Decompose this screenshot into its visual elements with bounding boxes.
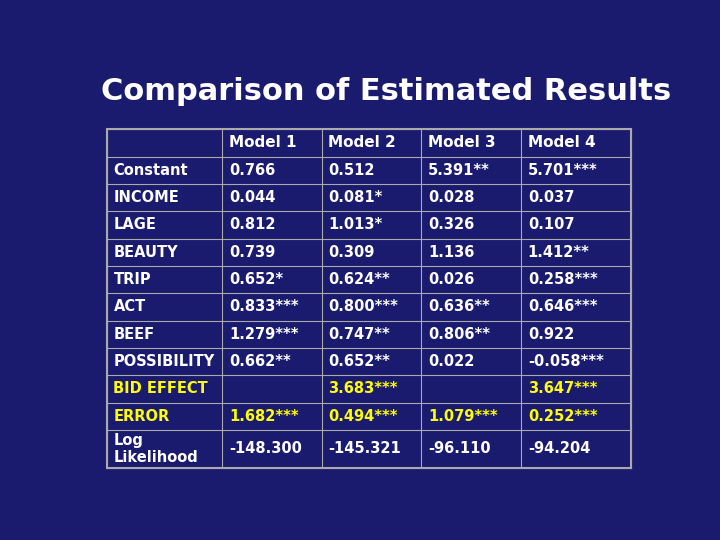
Text: POSSIBILITY: POSSIBILITY [114, 354, 215, 369]
Text: 0.833***: 0.833*** [229, 299, 299, 314]
Text: 1.013*: 1.013* [328, 218, 383, 232]
Text: 0.806**: 0.806** [428, 327, 490, 342]
Text: Model 2: Model 2 [328, 136, 396, 151]
Text: Model 1: Model 1 [229, 136, 297, 151]
Text: 5.391**: 5.391** [428, 163, 490, 178]
Text: 0.800***: 0.800*** [328, 299, 398, 314]
Text: 0.739: 0.739 [229, 245, 275, 260]
Text: 3.647***: 3.647*** [528, 381, 597, 396]
Text: 1.279***: 1.279*** [229, 327, 298, 342]
Text: 1.682***: 1.682*** [229, 409, 299, 424]
Text: 0.081*: 0.081* [328, 190, 383, 205]
Text: 0.026: 0.026 [428, 272, 474, 287]
Text: BID EFFECT: BID EFFECT [114, 381, 208, 396]
Text: 0.652**: 0.652** [328, 354, 390, 369]
Text: 0.646***: 0.646*** [528, 299, 598, 314]
Text: INCOME: INCOME [114, 190, 179, 205]
Text: 0.624**: 0.624** [328, 272, 390, 287]
Text: -94.204: -94.204 [528, 442, 590, 456]
Text: Log
Likelihood: Log Likelihood [114, 433, 198, 465]
Text: 0.766: 0.766 [229, 163, 275, 178]
Text: Model 4: Model 4 [528, 136, 595, 151]
Text: -96.110: -96.110 [428, 442, 491, 456]
Text: BEEF: BEEF [114, 327, 155, 342]
Text: 0.252***: 0.252*** [528, 409, 598, 424]
Text: 3.683***: 3.683*** [328, 381, 398, 396]
Text: -148.300: -148.300 [229, 442, 302, 456]
Text: 0.636**: 0.636** [428, 299, 490, 314]
Text: 0.747**: 0.747** [328, 327, 390, 342]
Text: 0.044: 0.044 [229, 190, 275, 205]
Text: ACT: ACT [114, 299, 145, 314]
Text: 0.512: 0.512 [328, 163, 375, 178]
Text: 0.037: 0.037 [528, 190, 574, 205]
Text: 1.079***: 1.079*** [428, 409, 498, 424]
Text: 0.309: 0.309 [328, 245, 375, 260]
Text: 0.107: 0.107 [528, 218, 575, 232]
Text: 0.326: 0.326 [428, 218, 474, 232]
Bar [107, 129, 631, 468]
Text: 5.701***: 5.701*** [528, 163, 598, 178]
Text: -145.321: -145.321 [328, 442, 401, 456]
Text: LAGE: LAGE [114, 218, 156, 232]
Text: 0.494***: 0.494*** [328, 409, 398, 424]
Text: 0.022: 0.022 [428, 354, 474, 369]
Text: 0.028: 0.028 [428, 190, 474, 205]
Text: 0.662**: 0.662** [229, 354, 291, 369]
Text: TRIP: TRIP [114, 272, 151, 287]
Text: Comparison of Estimated Results: Comparison of Estimated Results [101, 77, 672, 106]
Text: 1.412**: 1.412** [528, 245, 590, 260]
Text: 0.922: 0.922 [528, 327, 574, 342]
Text: BEAUTY: BEAUTY [114, 245, 178, 260]
Text: 0.812: 0.812 [229, 218, 275, 232]
Text: 0.258***: 0.258*** [528, 272, 598, 287]
Text: 0.652*: 0.652* [229, 272, 283, 287]
Text: Model 3: Model 3 [428, 136, 496, 151]
Text: -0.058***: -0.058*** [528, 354, 603, 369]
Text: Constant: Constant [114, 163, 188, 178]
Text: 1.136: 1.136 [428, 245, 474, 260]
Text: ERROR: ERROR [114, 409, 170, 424]
